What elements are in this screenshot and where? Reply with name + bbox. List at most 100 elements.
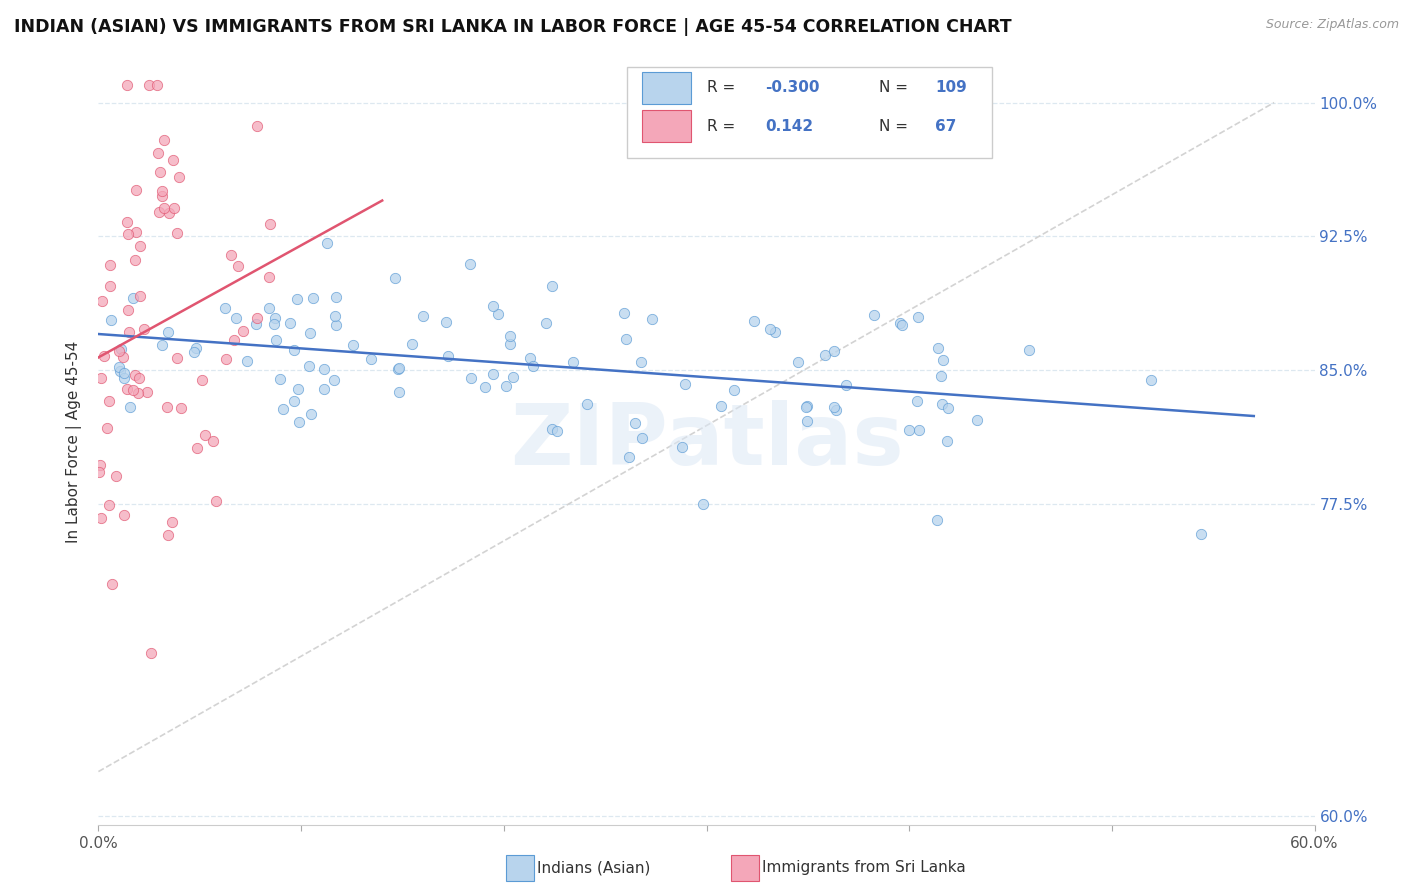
Text: Immigrants from Sri Lanka: Immigrants from Sri Lanka (762, 861, 966, 875)
Point (115, 214, 138, 228)
Point (546, 424, 568, 438)
Point (540, 279, 562, 293)
Point (269, 372, 291, 386)
Point (156, 400, 179, 414)
Point (110, 342, 132, 356)
Point (170, 401, 193, 415)
Point (387, 362, 409, 376)
Text: 67: 67 (935, 119, 956, 134)
Y-axis label: In Labor Force | Age 45-54: In Labor Force | Age 45-54 (66, 341, 83, 542)
Point (388, 361, 411, 376)
Point (823, 343, 845, 358)
Point (298, 326, 321, 341)
Point (257, 301, 280, 316)
Point (763, 326, 786, 340)
Point (112, 366, 135, 380)
Text: INDIAN (ASIAN) VS IMMIGRANTS FROM SRI LANKA IN LABOR FORCE | AGE 45-54 CORRELATI: INDIAN (ASIAN) VS IMMIGRANTS FROM SRI LA… (14, 18, 1012, 36)
Point (325, 318, 347, 333)
Point (437, 349, 460, 363)
Point (105, 469, 128, 483)
Point (194, 428, 217, 442)
Point (107, 343, 129, 358)
Point (1139, 372, 1161, 386)
Point (191, 373, 214, 387)
Point (835, 377, 858, 392)
Point (299, 407, 322, 421)
Point (630, 354, 652, 368)
Point (298, 359, 321, 373)
Point (486, 307, 509, 321)
Point (907, 310, 929, 324)
Point (931, 396, 953, 410)
Point (257, 270, 280, 285)
Point (283, 394, 305, 409)
Point (931, 352, 953, 367)
Point (97, 498, 120, 512)
Point (908, 423, 931, 437)
Point (474, 380, 496, 394)
Point (966, 413, 988, 427)
Point (117, 302, 139, 317)
Point (863, 309, 886, 323)
Point (121, 291, 143, 305)
Point (153, 201, 176, 215)
Point (278, 316, 301, 330)
Point (225, 311, 247, 326)
Point (90, 510, 112, 524)
Point (201, 434, 224, 448)
Point (787, 355, 810, 369)
Point (108, 364, 131, 378)
Point (245, 317, 267, 331)
Text: Source: ZipAtlas.com: Source: ZipAtlas.com (1265, 18, 1399, 31)
Point (148, 205, 170, 219)
Point (146, 78, 169, 92)
Point (162, 153, 184, 167)
Point (384, 271, 406, 285)
Point (631, 431, 654, 445)
Point (162, 201, 184, 215)
Point (796, 399, 818, 413)
Point (246, 119, 269, 133)
Point (219, 248, 242, 262)
Point (146, 145, 169, 160)
Text: R =: R = (707, 80, 740, 95)
Point (796, 414, 818, 428)
Point (125, 183, 148, 197)
Point (301, 291, 323, 305)
Point (460, 370, 482, 384)
Point (673, 376, 696, 391)
Point (101, 577, 124, 591)
Point (117, 227, 139, 241)
Point (671, 440, 693, 454)
Point (149, 165, 172, 179)
Point (825, 402, 848, 417)
Point (226, 259, 249, 273)
Point (100, 312, 122, 326)
Point (710, 399, 733, 413)
Point (271, 401, 294, 416)
Point (623, 417, 645, 431)
Text: 109: 109 (935, 80, 967, 95)
Text: N =: N = (879, 80, 912, 95)
Point (118, 325, 141, 339)
Point (692, 497, 714, 511)
Point (616, 333, 638, 347)
Point (141, 646, 163, 660)
Point (214, 301, 236, 315)
Point (536, 316, 558, 330)
Point (499, 336, 522, 351)
Point (927, 341, 949, 355)
Point (613, 306, 636, 320)
Point (312, 362, 335, 376)
Point (150, 189, 173, 203)
Point (287, 382, 309, 396)
Point (166, 351, 188, 365)
Point (759, 322, 782, 336)
Point (823, 400, 845, 414)
Point (124, 368, 146, 383)
Point (124, 252, 146, 267)
Point (314, 382, 336, 396)
Point (93, 349, 115, 363)
Text: 0.142: 0.142 (765, 119, 813, 134)
Text: Indians (Asian): Indians (Asian) (537, 861, 651, 875)
